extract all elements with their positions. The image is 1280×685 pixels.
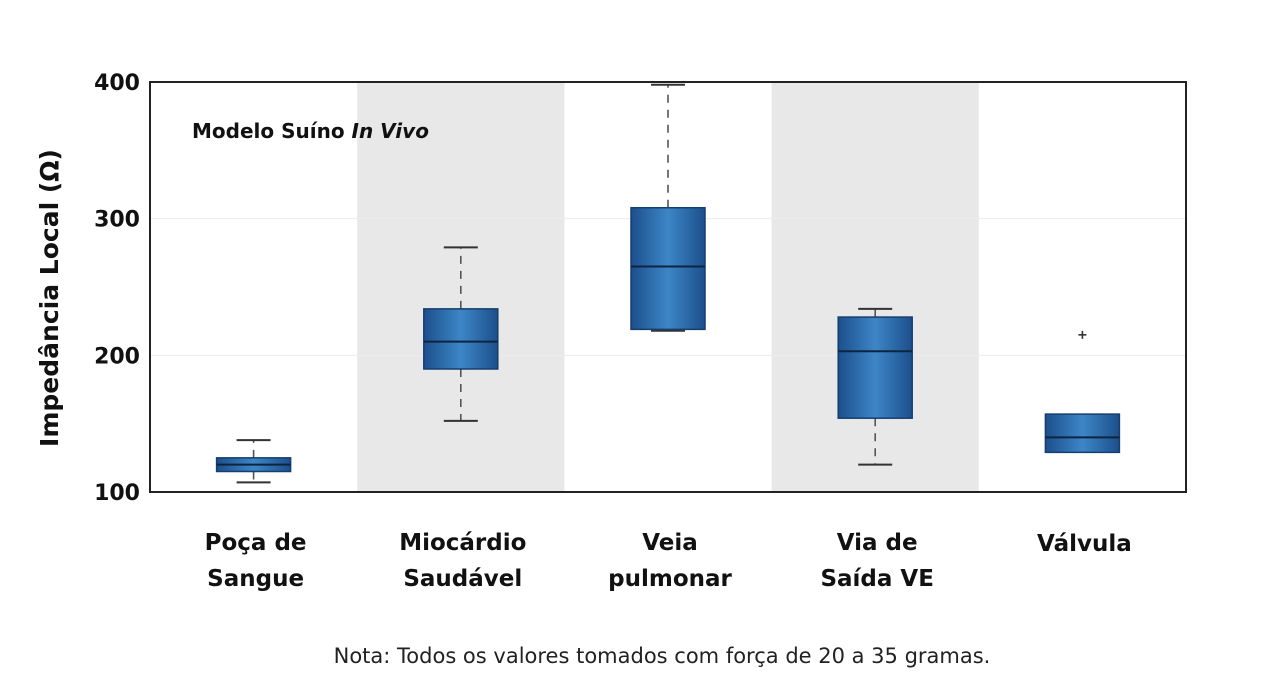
category-label-line: Veia (642, 530, 698, 556)
box (423, 308, 499, 370)
footnote: Nota: Todos os valores tomados com força… (334, 644, 991, 668)
plot-frame (149, 81, 1187, 493)
category-label-line: Sangue (207, 566, 304, 592)
box-group (215, 439, 292, 484)
box (1044, 413, 1121, 454)
category-label-line: Via de (837, 530, 918, 556)
y-tick-label: 400 (94, 71, 140, 96)
category-label: Veia pulmonar (608, 530, 732, 592)
box-group (630, 83, 706, 332)
category-label: Miocárdio Saudável (399, 530, 526, 592)
category-label: Via de Saída VE (820, 530, 933, 592)
model-annotation: Modelo Suíno In Vivo (192, 119, 429, 143)
y-tick-label: 200 (94, 344, 140, 369)
box (837, 316, 913, 419)
box-group (423, 246, 499, 422)
category-label-line: Válvula (1037, 531, 1132, 557)
category-label-line: Saudável (403, 566, 522, 592)
box-group (1044, 330, 1121, 454)
shaded-band (771, 83, 979, 492)
box-group (837, 307, 913, 466)
category-label-line: pulmonar (608, 566, 732, 592)
category-label-line: Saída VE (820, 566, 933, 592)
category-label: Válvula (1037, 531, 1132, 557)
category-label-line: Poça de (205, 530, 307, 556)
y-axis-label: Impedância Local (Ω) (35, 149, 64, 447)
y-tick-label: 300 (94, 208, 140, 233)
box (630, 206, 706, 331)
y-tick-label: 100 (94, 481, 140, 506)
category-label-line: Miocárdio (399, 530, 526, 556)
category-label: Poça de Sangue (205, 530, 307, 592)
